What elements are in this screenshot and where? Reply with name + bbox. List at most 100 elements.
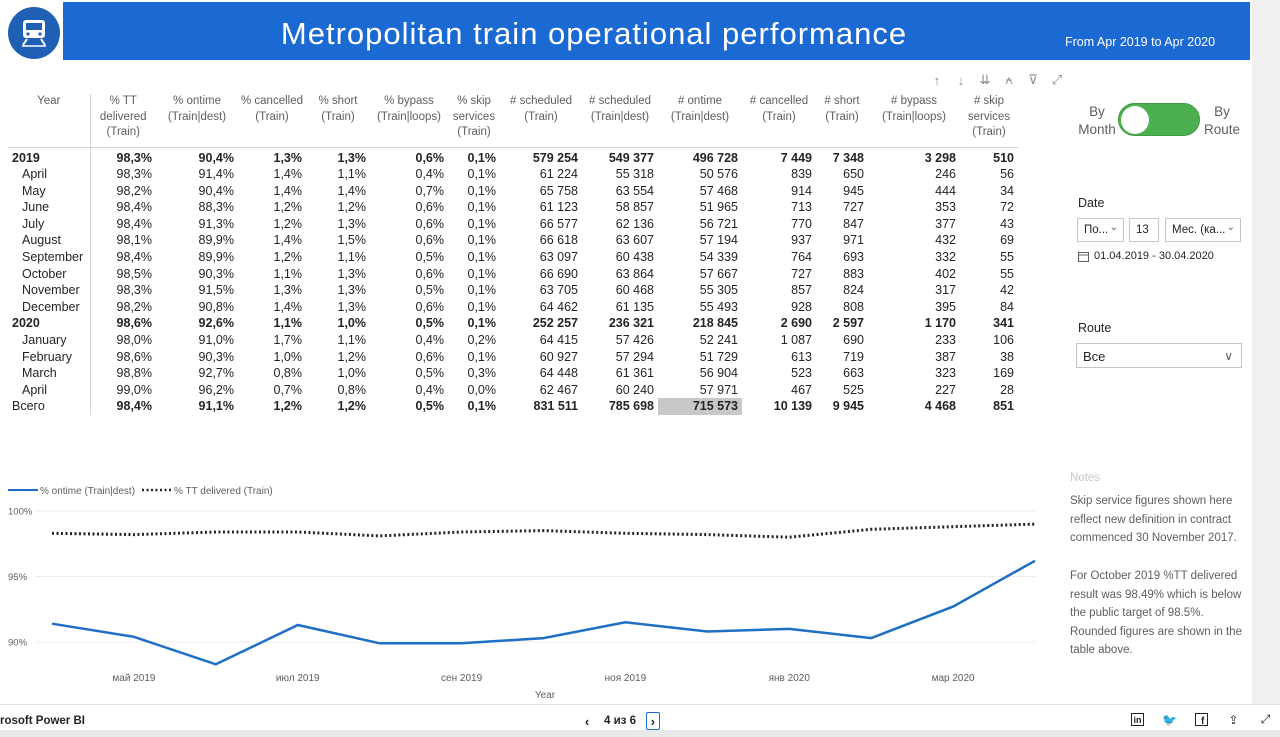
row-label[interactable]: 2020 <box>8 315 91 333</box>
table-cell[interactable]: 98,0% <box>116 333 152 348</box>
table-cell[interactable]: 1,4% <box>273 233 303 248</box>
column-header[interactable]: # scheduled (Train|dest) <box>582 94 658 148</box>
table-cell[interactable]: 169 <box>993 366 1014 381</box>
data-point[interactable] <box>49 530 55 536</box>
table-cell[interactable]: 727 <box>843 200 864 215</box>
toggle-knob[interactable] <box>1121 106 1149 134</box>
table-cell[interactable]: 1,3% <box>273 150 303 165</box>
row-label[interactable]: February <box>8 348 91 366</box>
table-cell[interactable]: 1,1% <box>273 316 303 331</box>
table-cell[interactable]: 72 <box>1000 200 1014 215</box>
data-point[interactable] <box>786 626 792 632</box>
data-point[interactable] <box>1032 521 1038 527</box>
table-cell[interactable]: 218 845 <box>692 316 738 331</box>
table-cell[interactable]: 377 <box>935 216 956 231</box>
row-label[interactable]: August <box>8 232 91 250</box>
table-cell[interactable]: 824 <box>843 283 864 298</box>
table-cell[interactable]: 64 462 <box>539 299 578 314</box>
table-cell[interactable]: 523 <box>791 366 812 381</box>
table-cell[interactable]: 60 468 <box>615 283 654 298</box>
table-cell[interactable]: 88,3% <box>198 200 234 215</box>
table-cell[interactable]: 98,6% <box>116 349 152 364</box>
year-row[interactable]: 2020 98,6% 92,6% 1,1% 1,0% 0,5% 0,1% 252 257 236… <box>8 315 1018 333</box>
data-point[interactable] <box>704 629 710 635</box>
data-point[interactable] <box>377 640 383 646</box>
table-cell[interactable]: 55 <box>1000 250 1014 265</box>
table-cell[interactable]: 0,4% <box>415 167 445 182</box>
table-cell[interactable]: 1,3% <box>337 299 367 314</box>
month-row[interactable]: September 98,4% 89,9% 1,2% 1,1% 0,5% 0,1% 63 09… <box>8 249 1018 266</box>
month-row[interactable]: March 98,8% 92,7% 0,8% 1,0% 0,5% 0,3% 64 448 61 … <box>8 365 1018 382</box>
table-cell[interactable]: 945 <box>843 183 864 198</box>
month-row[interactable]: June 98,4% 88,3% 1,2% 1,2% 0,6% 0,1% 61 123 58 8… <box>8 199 1018 216</box>
data-point[interactable] <box>295 529 301 535</box>
table-cell[interactable]: 847 <box>843 216 864 231</box>
table-cell[interactable]: 51 965 <box>699 200 738 215</box>
table-cell[interactable]: 89,9% <box>198 233 234 248</box>
row-label[interactable]: November <box>8 282 91 299</box>
table-cell[interactable]: 63 607 <box>615 233 654 248</box>
table-cell[interactable]: 1 087 <box>780 333 812 348</box>
sort-up-icon[interactable]: ↑ <box>933 72 941 88</box>
table-cell[interactable]: 98,4% <box>116 200 152 215</box>
table-cell[interactable]: 0,8% <box>273 366 303 381</box>
row-label[interactable]: May <box>8 182 91 200</box>
table-cell[interactable]: 55 493 <box>699 299 738 314</box>
table-cell[interactable]: 715 573 <box>658 398 742 415</box>
table-cell[interactable]: 89,9% <box>198 250 234 265</box>
table-cell[interactable]: 851 <box>993 399 1014 414</box>
table-cell[interactable]: 66 690 <box>539 266 578 281</box>
table-cell[interactable]: 57 294 <box>615 349 654 364</box>
table-cell[interactable]: 10 139 <box>773 399 812 414</box>
row-label[interactable]: December <box>8 298 91 316</box>
data-point[interactable] <box>541 528 547 534</box>
series-line-tt-delivered[interactable] <box>51 522 1036 539</box>
table-cell[interactable]: 54 339 <box>699 250 738 265</box>
table-cell[interactable]: 1 170 <box>924 316 956 331</box>
table-cell[interactable]: 1,1% <box>273 266 303 281</box>
table-cell[interactable]: 0,7% <box>273 382 303 397</box>
table-cell[interactable]: 98,3% <box>116 150 152 165</box>
table-cell[interactable]: 43 <box>1000 216 1014 231</box>
table-cell[interactable]: 332 <box>935 250 956 265</box>
data-point[interactable] <box>459 529 465 535</box>
table-cell[interactable]: 579 254 <box>532 150 578 165</box>
table-cell[interactable]: 99,0% <box>116 382 152 397</box>
table-cell[interactable]: 1,2% <box>273 250 303 265</box>
date-number-input[interactable]: 13 <box>1129 218 1159 242</box>
table-cell[interactable]: 1,2% <box>273 399 303 414</box>
table-cell[interactable]: 1,1% <box>337 250 367 265</box>
column-header[interactable]: % short (Train) <box>306 94 370 148</box>
table-cell[interactable]: 90,3% <box>198 349 234 364</box>
table-cell[interactable]: 0,6% <box>415 216 445 231</box>
data-point[interactable] <box>213 529 219 535</box>
table-cell[interactable]: 42 <box>1000 283 1014 298</box>
row-label[interactable]: April <box>8 166 91 183</box>
table-cell[interactable]: 0,2% <box>467 333 497 348</box>
table-cell[interactable]: 1,5% <box>337 233 367 248</box>
table-cell[interactable]: 928 <box>791 299 812 314</box>
facebook-icon[interactable]: f <box>1192 711 1211 728</box>
table-cell[interactable]: 58 857 <box>615 200 654 215</box>
row-label[interactable]: October <box>8 265 91 283</box>
previous-page-icon[interactable]: ‹ <box>584 713 590 729</box>
year-row[interactable]: 2019 98,3% 90,4% 1,3% 1,3% 0,6% 0,1% 579 254 549… <box>8 147 1018 167</box>
table-cell[interactable]: 90,3% <box>198 266 234 281</box>
table-cell[interactable]: 252 257 <box>532 316 578 331</box>
row-label[interactable]: June <box>8 199 91 216</box>
table-cell[interactable]: 60 927 <box>539 349 578 364</box>
linkedin-icon[interactable]: in <box>1128 711 1147 728</box>
legend-ontime[interactable]: % ontime (Train|dest) <box>40 486 135 497</box>
table-cell[interactable]: 233 <box>935 333 956 348</box>
table-cell[interactable]: 693 <box>843 250 864 265</box>
table-cell[interactable]: 1,0% <box>337 316 367 331</box>
table-cell[interactable]: 0,1% <box>467 183 497 198</box>
table-cell[interactable]: 91,4% <box>198 167 234 182</box>
table-cell[interactable]: 61 135 <box>615 299 654 314</box>
month-row[interactable]: April 98,3% 91,4% 1,4% 1,1% 0,4% 0,1% 61 224 55 … <box>8 166 1018 183</box>
table-cell[interactable]: 63 097 <box>539 250 578 265</box>
table-cell[interactable]: 1,4% <box>273 183 303 198</box>
table-cell[interactable]: 831 511 <box>533 399 579 414</box>
table-cell[interactable]: 0,0% <box>467 382 497 397</box>
table-cell[interactable]: 65 758 <box>539 183 578 198</box>
